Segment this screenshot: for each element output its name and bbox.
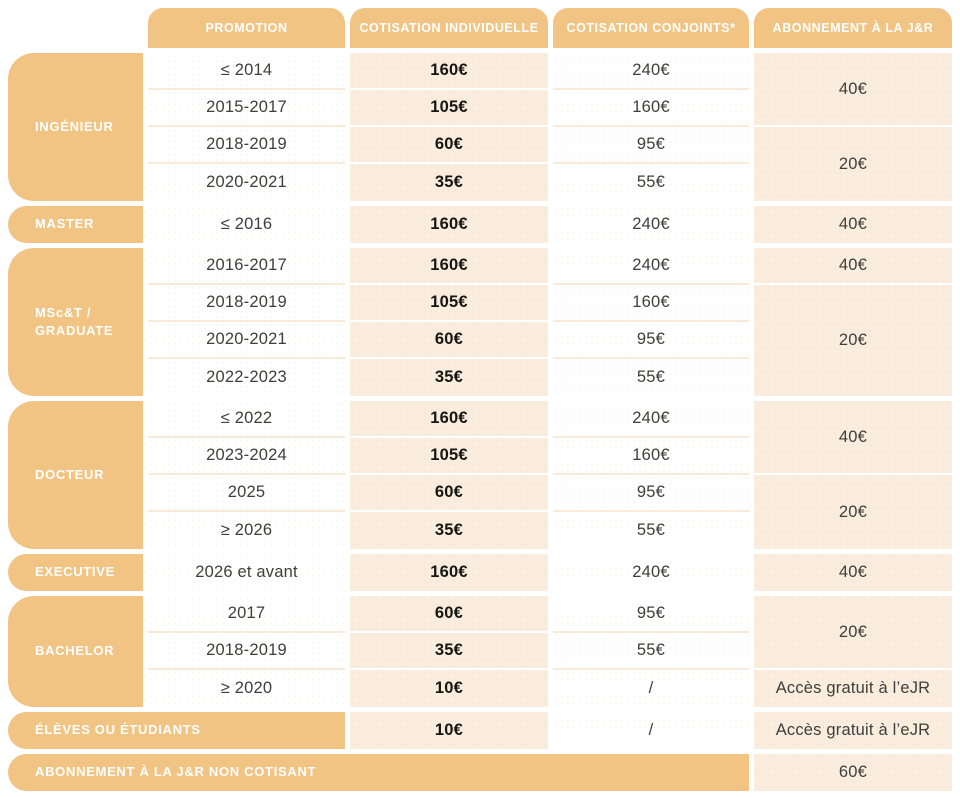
category-band-bachelor: BACHELOR [8, 596, 143, 707]
promotion-cell: ≤ 2022 [148, 401, 345, 438]
individual-price-cell: 60€ [350, 127, 548, 164]
conjoint-price-cell: 240€ [553, 53, 749, 90]
category-band-msct-graduate: MSc&T / GRADUATE [8, 248, 143, 396]
individual-price-cell: 35€ [350, 359, 548, 396]
subscription-price-cell: 20€ [754, 285, 952, 396]
promotion-cell: 2020-2021 [148, 164, 345, 201]
individual-price-cell: 35€ [350, 633, 548, 670]
subscription-price-cell: 20€ [754, 475, 952, 549]
promotion-cell: ≤ 2014 [148, 53, 345, 90]
promotion-cell: 2025 [148, 475, 345, 512]
header-cotisation-individuelle: COTISATION INDIVIDUELLE [350, 8, 548, 48]
header-cotisation-conjoints: COTISATION CONJOINTS* [553, 8, 749, 48]
conjoint-price-cell: 160€ [553, 285, 749, 322]
section-ingenieur: INGÉNIEUR ≤ 2014 160€ 240€ 2015-2017 105… [8, 53, 952, 201]
category-band-executive: EXECUTIVE [8, 554, 143, 591]
conjoint-price-cell: / [553, 670, 749, 707]
section-eleves-etudiants: ÉLÈVES OU ÉTUDIANTS 10€ / Accès gratuit … [8, 712, 952, 749]
conjoint-price-cell: 95€ [553, 322, 749, 359]
subscription-price-cell: 60€ [754, 754, 952, 791]
promotion-cell: ≥ 2026 [148, 512, 345, 549]
promotion-cell: 2023-2024 [148, 438, 345, 475]
section-msct-graduate: MSc&T / GRADUATE 2016-2017 160€ 240€ 201… [8, 248, 952, 396]
conjoint-price-cell: 95€ [553, 475, 749, 512]
promotion-cell: 2018-2019 [148, 127, 345, 164]
category-band-abonnement-non-cotisant: ABONNEMENT À LA J&R NON COTISANT [8, 754, 749, 791]
section-executive: EXECUTIVE 2026 et avant 160€ 240€ 40€ [8, 554, 952, 591]
conjoint-price-cell: 95€ [553, 127, 749, 164]
subscription-price-cell: 20€ [754, 596, 952, 670]
conjoint-price-cell: 240€ [553, 401, 749, 438]
promotion-cell: 2018-2019 [148, 285, 345, 322]
individual-price-cell: 160€ [350, 248, 548, 285]
promotion-cell: 2022-2023 [148, 359, 345, 396]
conjoint-price-cell: 55€ [553, 164, 749, 201]
header-promotion: PROMOTION [148, 8, 345, 48]
section-docteur: DOCTEUR ≤ 2022 160€ 240€ 2023-2024 105€ … [8, 401, 952, 549]
promotion-cell: 2015-2017 [148, 90, 345, 127]
conjoint-price-cell: 95€ [553, 596, 749, 633]
individual-price-cell: 105€ [350, 285, 548, 322]
promotion-cell: ≥ 2020 [148, 670, 345, 707]
promotion-cell: 2018-2019 [148, 633, 345, 670]
individual-price-cell: 60€ [350, 596, 548, 633]
promotion-cell: ≤ 2016 [148, 206, 345, 243]
individual-price-cell: 105€ [350, 438, 548, 475]
subscription-price-cell: Accès gratuit à l’eJR [754, 670, 952, 707]
promotion-cell: 2020-2021 [148, 322, 345, 359]
individual-price-cell: 160€ [350, 554, 548, 591]
subscription-price-cell: 40€ [754, 554, 952, 591]
subscription-price-cell: 40€ [754, 53, 952, 127]
header-abonnement-jr: ABONNEMENT À LA J&R [754, 8, 952, 48]
individual-price-cell: 10€ [350, 670, 548, 707]
conjoint-price-cell: 160€ [553, 438, 749, 475]
subscription-price-cell: 40€ [754, 401, 952, 475]
category-band-docteur: DOCTEUR [8, 401, 143, 549]
category-band-eleves-etudiants: ÉLÈVES OU ÉTUDIANTS [8, 712, 345, 749]
subscription-price-cell: Accès gratuit à l’eJR [754, 712, 952, 749]
conjoint-price-cell: 240€ [553, 206, 749, 243]
individual-price-cell: 35€ [350, 512, 548, 549]
promotion-cell: 2016-2017 [148, 248, 345, 285]
conjoint-price-cell: 55€ [553, 633, 749, 670]
conjoint-price-cell: 240€ [553, 554, 749, 591]
individual-price-cell: 10€ [350, 712, 548, 749]
individual-price-cell: 105€ [350, 90, 548, 127]
subscription-price-cell: 20€ [754, 127, 952, 201]
individual-price-cell: 160€ [350, 401, 548, 438]
section-bachelor: BACHELOR 2017 60€ 95€ 2018-2019 35€ 55€ … [8, 596, 952, 707]
conjoint-price-cell: 160€ [553, 90, 749, 127]
promotion-cell: 2017 [148, 596, 345, 633]
category-band-ingenieur: INGÉNIEUR [8, 53, 143, 201]
category-band-master: MASTER [8, 206, 143, 243]
individual-price-cell: 35€ [350, 164, 548, 201]
subscription-price-cell: 40€ [754, 206, 952, 243]
table-header: PROMOTION COTISATION INDIVIDUELLE COTISA… [8, 8, 952, 48]
section-master: MASTER ≤ 2016 160€ 240€ 40€ [8, 206, 952, 243]
individual-price-cell: 160€ [350, 206, 548, 243]
individual-price-cell: 160€ [350, 53, 548, 90]
conjoint-price-cell: 55€ [553, 512, 749, 549]
individual-price-cell: 60€ [350, 322, 548, 359]
individual-price-cell: 60€ [350, 475, 548, 512]
promotion-cell: 2026 et avant [148, 554, 345, 591]
conjoint-price-cell: 55€ [553, 359, 749, 396]
conjoint-price-cell: 240€ [553, 248, 749, 285]
section-abonnement-non-cotisant: ABONNEMENT À LA J&R NON COTISANT 60€ [8, 754, 952, 791]
subscription-price-cell: 40€ [754, 248, 952, 285]
conjoint-price-cell: / [553, 712, 749, 749]
